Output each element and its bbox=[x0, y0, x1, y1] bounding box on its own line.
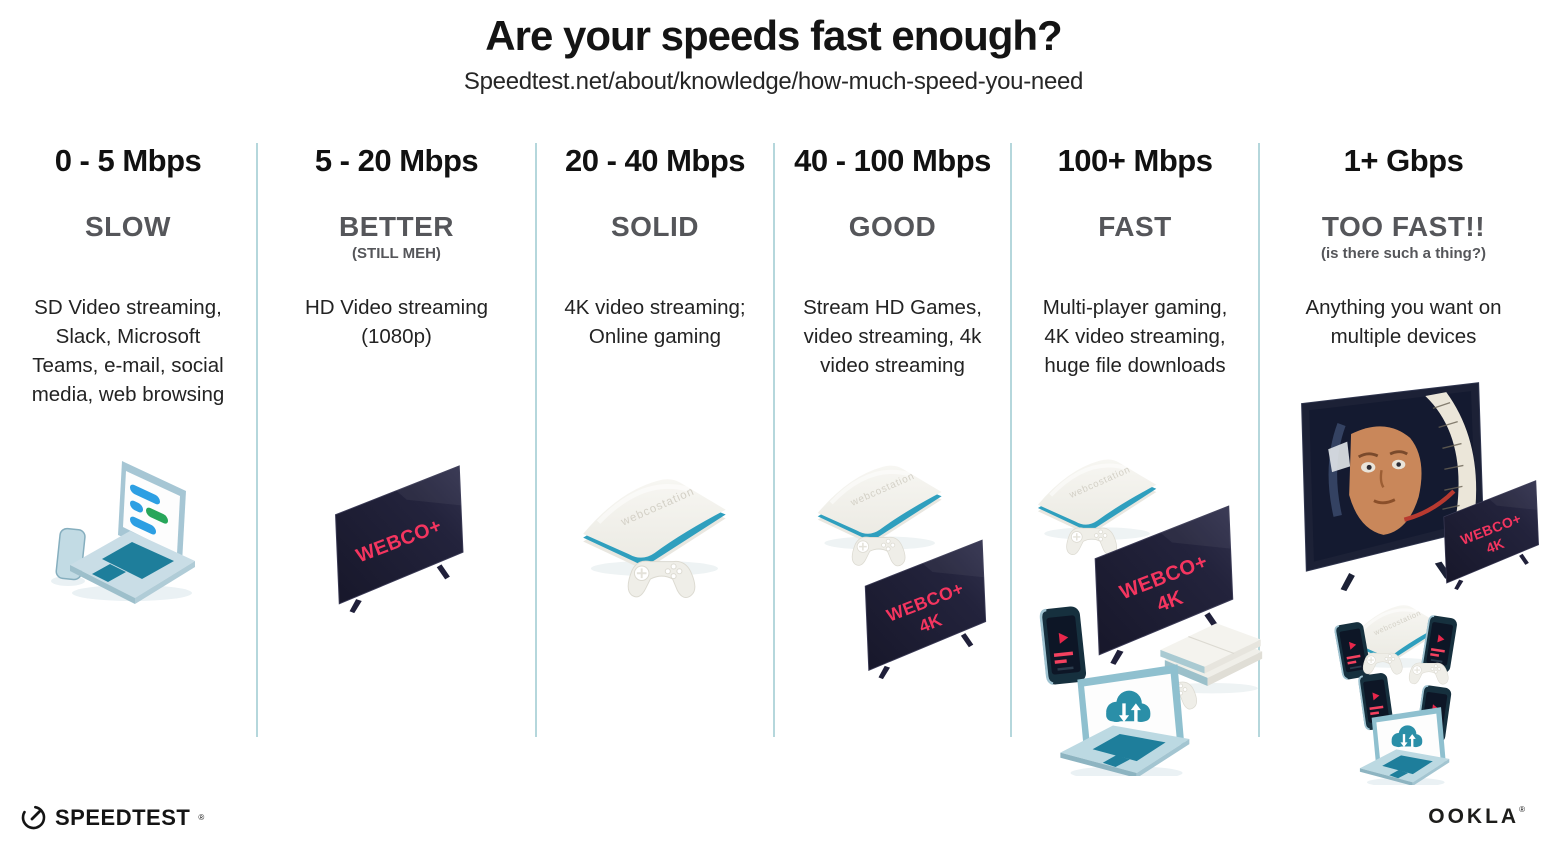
console-illustration bbox=[565, 451, 750, 599]
speedtest-wordmark: SPEEDTEST bbox=[55, 804, 191, 830]
rating-label: FAST bbox=[1098, 211, 1172, 242]
usage-description: Anything you want on multiple devices bbox=[1305, 296, 1502, 348]
column-1-plus-gbps: 1+ Gbps TOO FAST!! (is there such a thin… bbox=[1260, 143, 1547, 785]
rating-label: TOO FAST!! bbox=[1321, 211, 1486, 242]
page-subtitle-url: Speedtest.net/about/knowledge/how-much-s… bbox=[463, 68, 1084, 95]
console-tv-illustration bbox=[790, 441, 987, 680]
page-title: Are your speeds fast enough? bbox=[485, 12, 1062, 59]
speed-range-label: 100+ Mbps bbox=[1057, 143, 1213, 178]
column-0-5-mbps: 0 - 5 Mbps SLOW SD Video streaming, Slac… bbox=[0, 143, 258, 737]
speed-range-label: 5 - 20 Mbps bbox=[314, 143, 479, 178]
tv-4k-icon bbox=[864, 539, 987, 680]
ookla-logo: OOKLA® bbox=[1428, 805, 1525, 829]
speedtest-trademark: ® bbox=[198, 813, 205, 822]
column-40-100-mbps: 40 - 100 Mbps GOOD Stream HD Games, vide… bbox=[775, 143, 1012, 737]
speed-range-label: 1+ Gbps bbox=[1343, 143, 1464, 178]
laptop-phone-illustration bbox=[30, 443, 220, 608]
rating-label: GOOD bbox=[848, 211, 937, 242]
header: Are your speeds fast enough? Speedtest.n… bbox=[0, 12, 1547, 96]
usage-description: Stream HD Games, video streaming, 4k vid… bbox=[803, 296, 982, 377]
ookla-trademark: ® bbox=[1519, 805, 1525, 814]
usage-description: SD Video streaming, Slack, Microsoft Tea… bbox=[31, 296, 225, 406]
speed-range-label: 20 - 40 Mbps bbox=[564, 143, 746, 178]
column-100-plus-mbps: 100+ Mbps FAST Multi-player gaming, 4K v… bbox=[1012, 143, 1263, 776]
rating-label: SOLID bbox=[610, 211, 700, 242]
game-controller-icon bbox=[1408, 662, 1449, 685]
usage-description: 4K video streaming; Online gaming bbox=[564, 296, 746, 348]
tv-icon bbox=[336, 466, 464, 613]
smartphone-video-icon bbox=[1037, 604, 1089, 687]
rating-label: BETTER bbox=[339, 211, 454, 242]
column-5-20-mbps: 5 - 20 Mbps BETTER (STILL MEH) HD Video … bbox=[258, 143, 537, 737]
column-20-40-mbps: 20 - 40 Mbps SOLID 4K video streaming; O… bbox=[537, 143, 775, 737]
laptop-cloud-download-icon bbox=[1359, 707, 1450, 785]
game-controller-icon bbox=[1065, 527, 1118, 556]
laptop-cloud-download-icon bbox=[1060, 664, 1190, 776]
usage-description: HD Video streaming (1080p) bbox=[304, 296, 489, 348]
speed-columns: 0 - 5 Mbps SLOW SD Video streaming, Slac… bbox=[0, 143, 1547, 785]
rating-note: (STILL MEH) bbox=[352, 245, 441, 262]
ookla-wordmark: OOKLA bbox=[1428, 805, 1520, 828]
speed-range-label: 40 - 100 Mbps bbox=[794, 143, 991, 178]
hd-tv-illustration bbox=[328, 458, 478, 623]
speed-range-label: 0 - 5 Mbps bbox=[54, 143, 202, 178]
game-controller-icon bbox=[851, 536, 906, 567]
everything-illustration bbox=[1260, 375, 1539, 785]
usage-description: Multi-player gaming, 4K video streaming,… bbox=[1042, 296, 1228, 377]
rating-label: SLOW bbox=[85, 211, 171, 242]
speedtest-logo: SPEEDTEST ® bbox=[20, 804, 204, 831]
multi-device-illustration bbox=[1015, 436, 1263, 776]
speedtest-gauge-icon bbox=[21, 805, 46, 830]
laptop-chat-icon bbox=[51, 461, 195, 604]
game-controller-icon bbox=[627, 560, 696, 599]
rating-note: (is there such a thing?) bbox=[1320, 245, 1486, 262]
